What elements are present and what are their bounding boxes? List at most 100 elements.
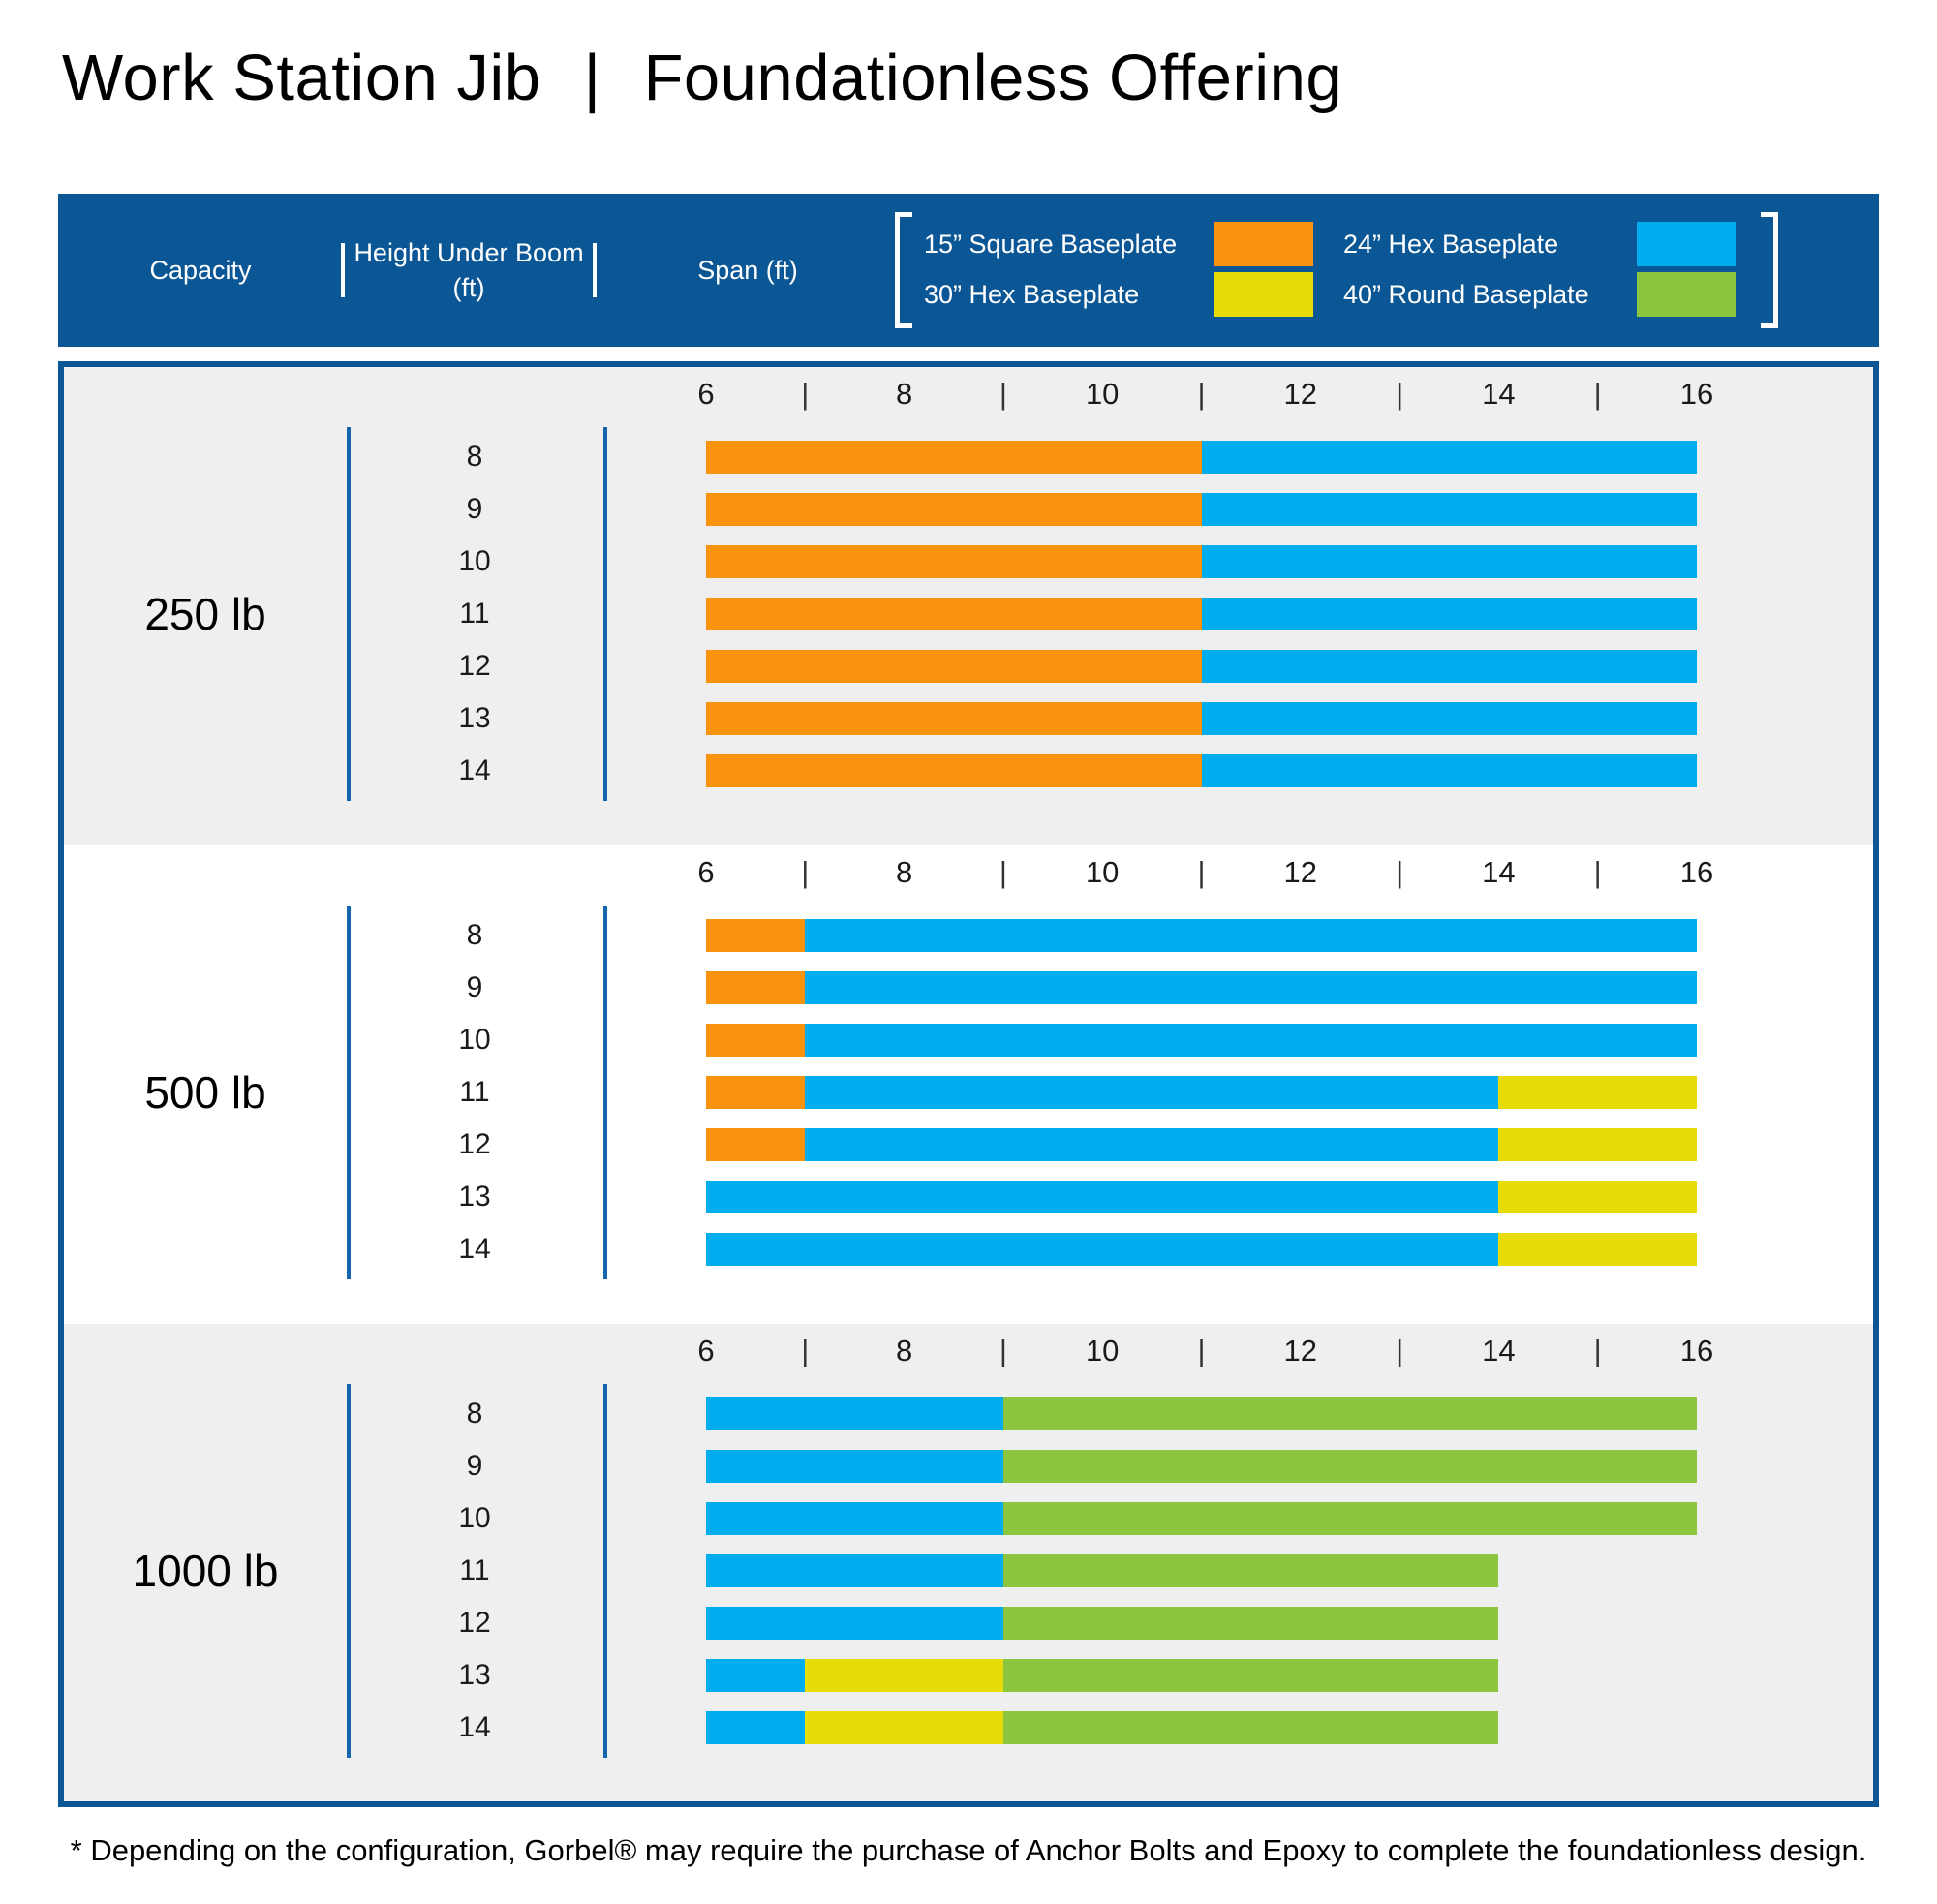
span-bar (706, 650, 1697, 683)
axis-tick-label: 8 (895, 855, 913, 889)
span-bar-segment-blue (706, 1607, 1003, 1640)
span-bar (706, 1233, 1697, 1266)
span-bar-segment-orange (706, 493, 1202, 526)
axis-tick-separator: | (1197, 1334, 1206, 1367)
axis-tick-label: 16 (1679, 377, 1714, 411)
axis-tick-separator: | (999, 377, 1007, 411)
legend-swatch-24-hex-baseplate (1637, 222, 1736, 266)
span-bar (706, 1024, 1697, 1057)
span-bar-segment-blue (706, 1659, 806, 1692)
header-height-under-boom-label: Height Under Boom (ft) (354, 237, 584, 302)
axis-tick-separator: | (1396, 377, 1404, 411)
span-bar (706, 441, 1697, 474)
axis-tick-label: 6 (697, 377, 715, 411)
column-divider-line (603, 427, 607, 801)
span-bar (706, 598, 1697, 630)
span-bar (706, 1607, 1499, 1640)
span-bar (706, 493, 1697, 526)
span-bar-segment-blue (1201, 493, 1697, 526)
span-bar (706, 1711, 1499, 1744)
span-bar-segment-green (1002, 1502, 1697, 1535)
column-divider-line (603, 906, 607, 1279)
chart-box: 6 8 10 12 14 16 | | | | | 250 lb 8 9 10 11 12 13 14 6 8 10 12 1… (58, 361, 1879, 1807)
capacity-label: 1000 lb (132, 1546, 279, 1596)
header-span-label: Span (ft) (697, 255, 798, 285)
height-under-boom-value: 9 (466, 971, 483, 1003)
axis-tick-separator: | (1593, 377, 1602, 411)
span-bar-segment-blue (1201, 441, 1697, 474)
span-bar-segment-orange (706, 650, 1202, 683)
span-bar-segment-blue (706, 1181, 1499, 1213)
span-bar-segment-orange (706, 1024, 806, 1057)
chart-sections: 6 8 10 12 14 16 | | | | | 250 lb 8 9 10 11 12 13 14 6 8 10 12 1… (64, 367, 1873, 1801)
axis-tick-label: 6 (697, 1334, 715, 1367)
span-bar-segment-blue (1201, 650, 1697, 683)
height-under-boom-value: 11 (459, 598, 490, 630)
height-under-boom-value: 14 (458, 1711, 491, 1743)
span-bar-segment-blue (706, 1554, 1003, 1587)
span-bar-segment-blue (1201, 598, 1697, 630)
legend-label-round-baseplate: 40” Round Baseplate (1343, 280, 1589, 309)
height-under-boom-value: 12 (458, 1607, 491, 1639)
header-capacity-label: Capacity (149, 255, 252, 285)
span-bar-segment-green (1002, 1711, 1499, 1744)
axis-tick-separator: | (801, 1334, 810, 1367)
span-bar-segment-blue (706, 1711, 806, 1744)
span-bar (706, 1181, 1697, 1213)
span-bar-segment-yellow (805, 1711, 1003, 1744)
span-bar-segment-blue (706, 1450, 1003, 1483)
span-bar-segment-blue (805, 1076, 1499, 1109)
title-left: Work Station Jib (62, 42, 541, 114)
height-under-boom-value: 13 (458, 1659, 491, 1691)
span-bar-segment-orange (706, 598, 1202, 630)
legend-bracket-left-icon (895, 212, 912, 328)
axis-tick-label: 12 (1283, 1334, 1318, 1367)
height-under-boom-value: 8 (466, 1397, 483, 1429)
capacity-section: 6 8 10 12 14 16 | | | | | 500 lb 8 9 10 11 12 13 14 (64, 845, 1873, 1324)
span-bar-segment-green (1002, 1659, 1499, 1692)
axis-tick-separator: | (999, 855, 1007, 889)
axis-tick-label: 6 (697, 855, 715, 889)
span-bar (706, 1076, 1697, 1109)
span-bar-segment-blue (1201, 702, 1697, 735)
axis-tick-separator: | (801, 377, 810, 411)
capacity-section: 6 8 10 12 14 16 | | | | | 250 lb 8 9 10 11 12 13 14 (64, 367, 1873, 845)
span-bar (706, 1554, 1499, 1587)
span-bar (706, 545, 1697, 578)
axis-tick-label: 12 (1283, 377, 1318, 411)
axis-tick-label: 12 (1283, 855, 1318, 889)
axis-tick-label: 10 (1085, 1334, 1120, 1367)
height-under-boom-value: 14 (458, 754, 491, 786)
legend-label-30-hex-baseplate: 30” Hex Baseplate (924, 280, 1140, 309)
page-title: Work Station Jib | Foundationless Offeri… (62, 41, 1342, 115)
capacity-section: 6 8 10 12 14 16 | | | | | 1000 lb 8 9 10 11 12 13 14 (64, 1324, 1873, 1801)
height-under-boom-value: 13 (458, 1181, 491, 1213)
height-under-boom-value: 14 (458, 1233, 491, 1265)
axis-tick-label: 16 (1679, 855, 1714, 889)
height-under-boom-value: 8 (466, 919, 483, 951)
axis-tick-label: 14 (1482, 377, 1516, 411)
span-bar-segment-green (1002, 1450, 1697, 1483)
span-bar-segment-orange (706, 754, 1202, 787)
span-bar-segment-blue (706, 1397, 1003, 1430)
span-bar-segment-blue (1201, 545, 1697, 578)
title-right: Foundationless Offering (643, 42, 1343, 114)
span-bar-segment-blue (706, 1233, 1499, 1266)
axis-tick-separator: | (999, 1334, 1007, 1367)
axis-tick-separator: | (1396, 855, 1404, 889)
axis-tick-separator: | (1197, 377, 1206, 411)
column-divider-line (347, 427, 351, 801)
axis-tick-separator: | (1593, 1334, 1602, 1367)
span-bar-segment-orange (706, 1076, 806, 1109)
span-bar-segment-blue (805, 971, 1697, 1004)
span-bar (706, 971, 1697, 1004)
axis-tick-separator: | (1396, 1334, 1404, 1367)
span-bar (706, 919, 1697, 952)
span-bar-segment-blue (805, 1024, 1697, 1057)
legend-swatch-30-hex-baseplate (1214, 272, 1313, 317)
title-separator: | (583, 42, 601, 114)
span-bar (706, 754, 1697, 787)
header-divider (593, 243, 597, 297)
legend-swatch-round-baseplate (1637, 272, 1736, 317)
